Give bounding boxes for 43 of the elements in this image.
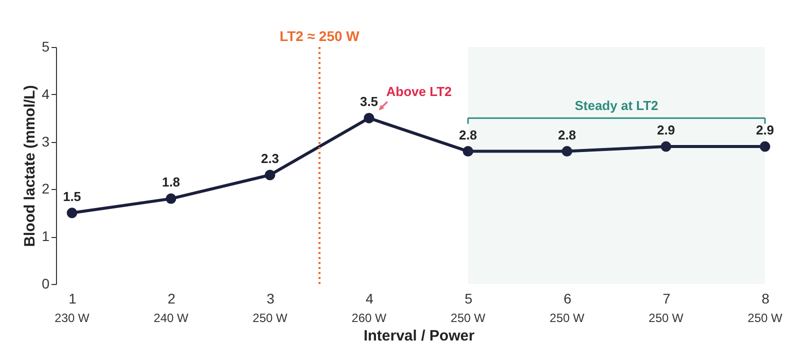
x-tick-label: 5 bbox=[464, 290, 473, 306]
y-tick-label: 0 bbox=[42, 276, 50, 292]
x-tick-label: 4 bbox=[366, 290, 374, 306]
point bbox=[562, 146, 572, 157]
data-label: 2.9 bbox=[656, 122, 676, 138]
data-label: 3.5 bbox=[360, 94, 378, 110]
y-tick-label: 4 bbox=[42, 86, 50, 102]
band-label: Steady at LT2 bbox=[574, 98, 658, 114]
point bbox=[462, 146, 474, 157]
y-tick-label: 5 bbox=[42, 38, 50, 54]
data-label: 1.5 bbox=[62, 188, 82, 204]
data-label: 2.8 bbox=[558, 127, 576, 142]
x-tick-label: 2 bbox=[168, 290, 176, 306]
text: 250 W bbox=[450, 311, 486, 325]
text: 250 W bbox=[648, 311, 684, 325]
data-label: 2.3 bbox=[260, 150, 280, 166]
x-tick-label: 6 bbox=[564, 290, 572, 306]
point bbox=[760, 141, 770, 152]
y-tick-label: 2 bbox=[42, 180, 50, 197]
point bbox=[166, 193, 176, 204]
text: 230 W bbox=[54, 311, 90, 325]
data-label: 2.9 bbox=[756, 122, 774, 138]
data-label: 2.8 bbox=[458, 127, 478, 142]
data-label: 1.8 bbox=[162, 174, 180, 190]
text: 250 W bbox=[550, 311, 586, 325]
y-tick-label: 1 bbox=[42, 228, 50, 244]
point bbox=[660, 141, 672, 152]
text: 240 W bbox=[154, 311, 190, 325]
text: 250 W bbox=[252, 311, 288, 325]
y-axis-title: Blood lactate (mmol/L) bbox=[22, 85, 39, 247]
x-tick-label: 3 bbox=[266, 290, 275, 306]
x-tick-label: 7 bbox=[662, 290, 671, 306]
y-tick-label: 3 bbox=[42, 133, 50, 150]
text: 250 W bbox=[748, 311, 784, 325]
x-tick-label: 8 bbox=[762, 290, 770, 306]
ref-line-label: LT2 ≈ 250 W bbox=[280, 28, 360, 44]
point bbox=[66, 208, 78, 218]
x-axis-title: Interval / Power bbox=[364, 328, 475, 344]
x-tick-label: 1 bbox=[68, 290, 77, 306]
point bbox=[364, 112, 374, 124]
annotation: Above LT2 bbox=[386, 84, 452, 100]
point bbox=[264, 170, 276, 180]
text: 260 W bbox=[352, 311, 388, 325]
